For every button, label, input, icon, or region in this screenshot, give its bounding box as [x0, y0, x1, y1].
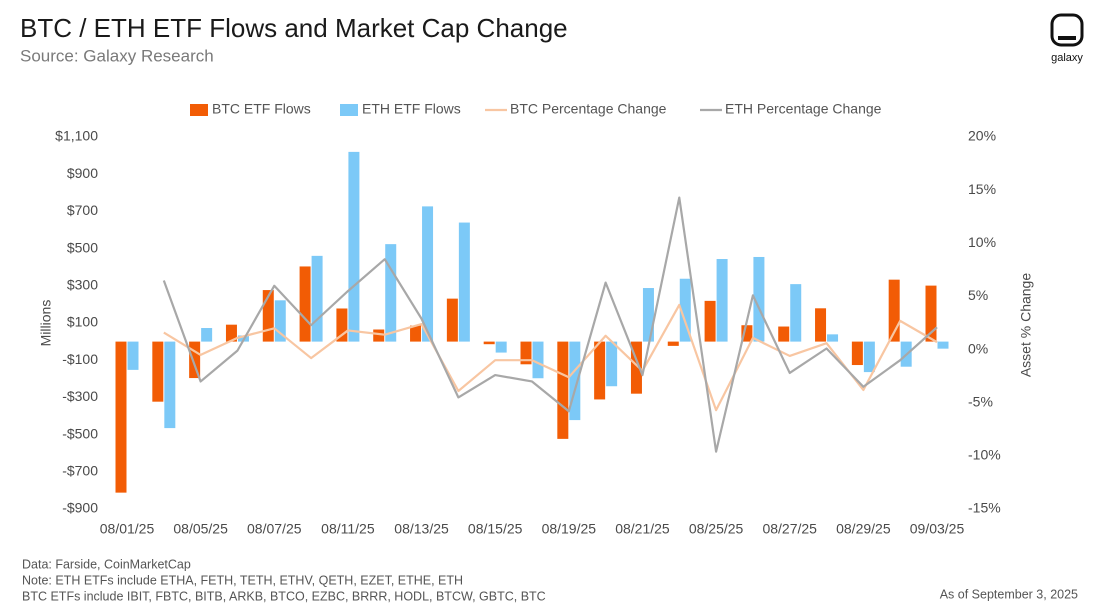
bar	[495, 341, 507, 353]
legend-label: BTC Percentage Change	[510, 101, 667, 117]
chart-title: BTC / ETH ETF Flows and Market Cap Chang…	[20, 13, 568, 43]
y2-tick-label: -10%	[968, 447, 1001, 463]
bar	[937, 341, 949, 349]
y-tick-label: $700	[67, 202, 98, 218]
bar	[336, 308, 348, 342]
logo-icon-bar	[1058, 36, 1076, 40]
bar	[790, 284, 802, 342]
bar	[606, 341, 618, 387]
y2-axis-title: Asset % Change	[1018, 273, 1034, 377]
x-tick-label: 08/19/25	[542, 521, 597, 537]
x-tick-label: 08/25/25	[689, 521, 744, 537]
x-tick-label: 08/13/25	[394, 521, 449, 537]
y2-tick-label: 0%	[968, 340, 988, 356]
bar	[189, 341, 201, 379]
y-tick-label: $900	[67, 165, 98, 181]
bar	[569, 341, 581, 421]
legend-swatch	[340, 104, 358, 116]
bar	[262, 290, 274, 342]
bar	[667, 341, 679, 346]
bar	[299, 266, 311, 342]
brand-logo: galaxy	[1050, 13, 1084, 64]
bar	[422, 206, 434, 342]
chart-subtitle: Source: Galaxy Research	[20, 46, 214, 65]
legend-label: ETH Percentage Change	[725, 101, 882, 117]
x-tick-label: 09/03/25	[910, 521, 965, 537]
bar	[851, 341, 863, 366]
bar	[753, 256, 765, 342]
bar	[532, 341, 544, 379]
y-tick-label: $300	[67, 277, 98, 293]
y2-tick-label: -15%	[968, 500, 1001, 516]
x-tick-label: 08/29/25	[836, 521, 891, 537]
x-tick-label: 08/07/25	[247, 521, 302, 537]
bar	[225, 324, 237, 342]
bar	[274, 300, 286, 342]
line-series	[162, 196, 938, 453]
y-tick-label: $1,100	[55, 128, 98, 144]
bar	[127, 341, 139, 370]
bar	[716, 259, 728, 342]
bar	[679, 278, 691, 342]
bar	[863, 341, 875, 373]
y-tick-label: $100	[67, 314, 98, 330]
bar	[446, 298, 458, 342]
bar	[630, 341, 642, 394]
bar	[483, 341, 495, 345]
y2-tick-label: -5%	[968, 393, 993, 409]
bar	[557, 341, 569, 439]
legend-label: ETH ETF Flows	[362, 101, 461, 117]
brand-name: galaxy	[1051, 52, 1083, 64]
legend-label: BTC ETF Flows	[212, 101, 311, 117]
y-tick-label: -$900	[62, 500, 98, 516]
bar	[164, 341, 176, 429]
y-tick-label: -$300	[62, 388, 98, 404]
bar	[925, 285, 937, 342]
x-tick-label: 08/15/25	[468, 521, 523, 537]
bar	[373, 329, 385, 342]
bar	[115, 341, 127, 493]
footnote: Data: Farside, CoinMarketCap	[22, 557, 191, 571]
bar	[642, 288, 654, 342]
x-tick-label: 08/21/25	[615, 521, 670, 537]
bar	[458, 222, 470, 342]
footnote: BTC ETFs include IBIT, FBTC, BITB, ARKB,…	[22, 589, 546, 603]
bar	[594, 341, 606, 400]
x-tick-label: 08/05/25	[173, 521, 228, 537]
bar	[815, 308, 827, 342]
y2-tick-label: 20%	[968, 128, 996, 144]
bar	[741, 325, 753, 342]
x-tick-label: 08/01/25	[100, 521, 155, 537]
y-tick-label: -$500	[62, 425, 98, 441]
y-axis-title: Millions	[38, 300, 54, 347]
line-series	[163, 303, 938, 412]
bar	[704, 300, 716, 342]
logo-icon	[1050, 13, 1084, 47]
date-note: As of September 3, 2025	[940, 587, 1078, 601]
bar	[201, 328, 213, 342]
bar	[410, 325, 422, 342]
bar	[311, 255, 323, 342]
bar	[520, 341, 532, 365]
footnote: Note: ETH ETFs include ETHA, FETH, TETH,…	[22, 573, 463, 587]
x-tick-label: 08/27/25	[762, 521, 817, 537]
bar	[827, 334, 839, 342]
y2-tick-label: 10%	[968, 234, 996, 250]
y-tick-label: -$700	[62, 463, 98, 479]
y2-tick-label: 5%	[968, 287, 988, 303]
bar	[348, 151, 360, 342]
y-tick-label: -$100	[62, 351, 98, 367]
bar	[888, 279, 900, 342]
bar	[778, 326, 790, 342]
bar	[152, 341, 164, 402]
legend-swatch	[190, 104, 208, 116]
x-tick-label: 08/11/25	[321, 521, 375, 537]
y-tick-label: $500	[67, 239, 98, 255]
y2-tick-label: 15%	[968, 181, 996, 197]
bar	[385, 244, 397, 342]
